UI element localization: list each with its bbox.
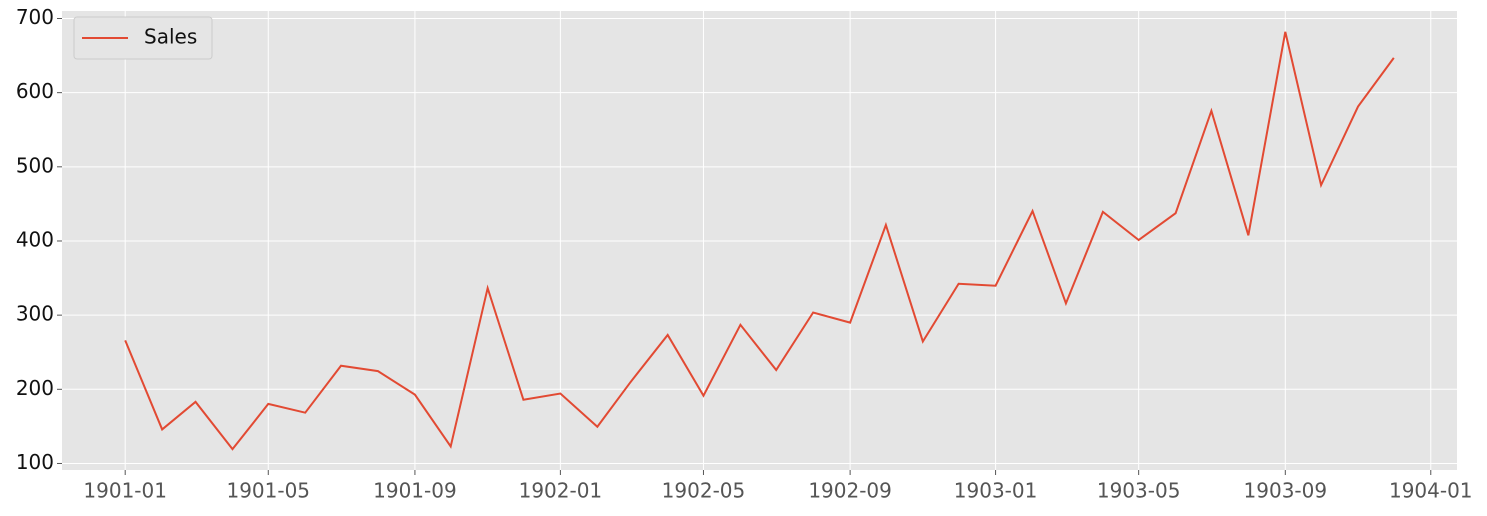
legend-box: [73, 16, 213, 60]
y-tick-label: 200: [16, 376, 54, 400]
x-tick-label: 1902-05: [662, 479, 746, 503]
y-tick-label: 500: [16, 153, 54, 177]
series-line: [124, 31, 1395, 451]
x-tick-label: 1901-01: [83, 479, 167, 503]
y-tick-label: 700: [16, 5, 54, 29]
x-tick-label: 1903-01: [954, 479, 1038, 503]
y-tick-label: 300: [16, 302, 54, 326]
x-tick-label: 1901-09: [373, 479, 457, 503]
x-tick-label: 1903-09: [1244, 479, 1328, 503]
x-tick-label: 1902-01: [519, 479, 603, 503]
y-tick-label: 600: [16, 79, 54, 103]
legend-label: Sales: [144, 25, 197, 49]
x-tick-label: 1901-05: [226, 479, 310, 503]
x-tick-label: 1903-05: [1097, 479, 1181, 503]
y-tick-label: 100: [16, 450, 54, 474]
y-tick-label: 400: [16, 227, 54, 251]
x-tick-label: 1902-09: [808, 479, 892, 503]
x-tick-label: 1904-01: [1389, 479, 1473, 503]
